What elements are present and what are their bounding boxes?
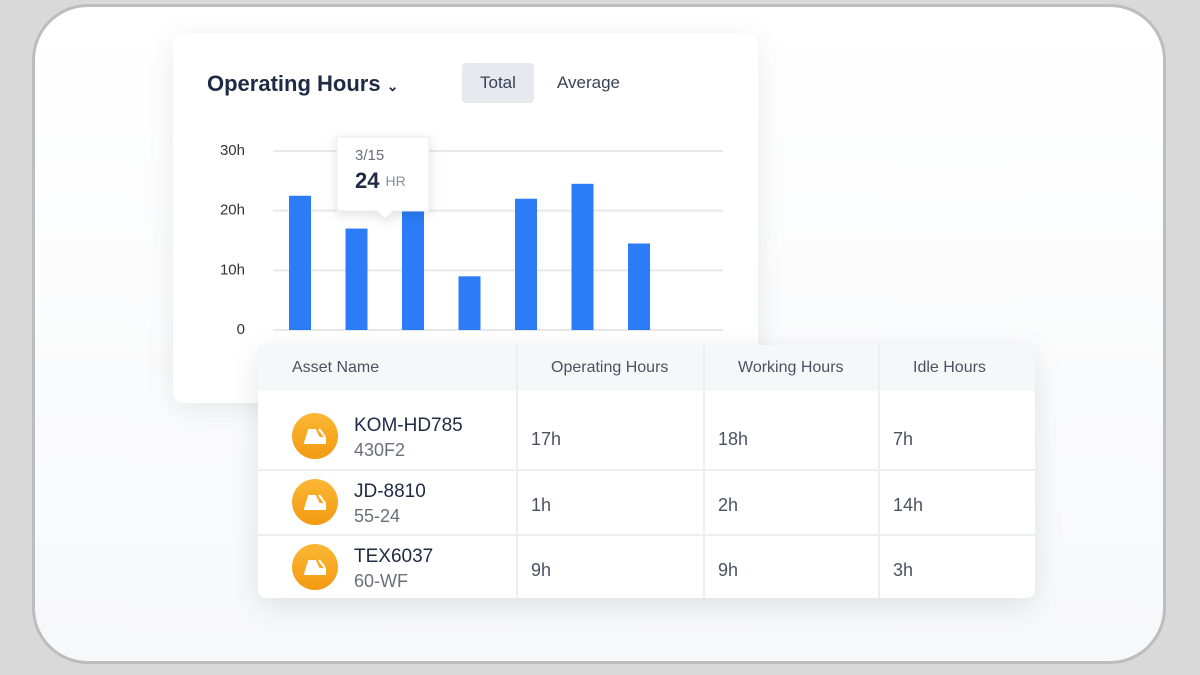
excavator-icon	[303, 494, 326, 510]
table-cell: 1h	[531, 495, 552, 515]
tooltip-box	[336, 136, 430, 220]
tooltip-value: 24 HR	[355, 168, 406, 193]
table-cell: 9h	[718, 560, 739, 580]
column-header: Idle Hours	[879, 345, 1035, 391]
table-cell: 2h	[718, 495, 739, 515]
tab[interactable]: Average	[557, 73, 621, 92]
column-divider	[703, 345, 705, 598]
column-divider	[878, 345, 880, 598]
row-divider	[258, 534, 1035, 536]
table-cell: 18h	[718, 429, 749, 449]
tooltip: 3/15 24 HR	[336, 136, 430, 220]
tooltip-unit: HR	[385, 173, 405, 189]
title-text: Operating Hours	[207, 71, 381, 96]
column-header: Working Hours	[704, 345, 879, 391]
asset-id: 55-24	[354, 506, 401, 526]
bar	[515, 198, 537, 330]
asset-name: TEX6037	[354, 546, 434, 567]
bar	[345, 228, 368, 330]
bar	[402, 186, 424, 330]
bar	[571, 183, 594, 330]
chart-title[interactable]: Operating Hours ⌄	[207, 71, 399, 96]
asset-icon	[292, 413, 338, 459]
y-tick-label: 10h	[220, 261, 245, 278]
bar	[628, 243, 650, 330]
chart: 0 10h 20h 30h 3/15 24 HR	[220, 136, 723, 338]
table-cell: 7h	[893, 429, 914, 449]
bar	[458, 276, 481, 330]
column-divider	[516, 345, 518, 598]
table-cell: 17h	[531, 429, 562, 449]
table-cell: 3h	[893, 560, 914, 580]
table-cell: 14h	[893, 495, 924, 515]
row-divider	[258, 469, 1035, 471]
chart-card: Operating Hours ⌄ Total Average 0 10h 20h 3…	[173, 33, 758, 403]
table: Asset Name Operating Hours Working Hours Id…	[258, 345, 1035, 598]
excavator-icon	[303, 428, 326, 444]
excavator-icon	[303, 559, 326, 575]
bar	[289, 195, 311, 330]
tooltip-number: 24	[355, 168, 380, 193]
tooltip-date: 3/15	[355, 147, 384, 164]
asset-name: KOM-HD785	[354, 415, 463, 436]
asset-icon	[292, 479, 338, 525]
frame: Operating Hours ⌄ Total Average 0 10h 20h 3…	[32, 4, 1166, 664]
asset-icon	[292, 544, 338, 590]
y-tick-label: 20h	[220, 202, 245, 219]
table-cell: 9h	[531, 560, 552, 580]
asset-name: JD-8810	[354, 481, 426, 502]
tab[interactable]: Total	[462, 63, 534, 103]
column-header: Operating Hours	[517, 345, 704, 391]
asset-id: 60-WF	[354, 571, 408, 591]
asset-id: 430F2	[354, 440, 406, 460]
y-tick-label: 30h	[220, 142, 245, 159]
y-tick-label: 0	[237, 321, 245, 338]
column-header: Asset Name	[258, 345, 517, 391]
